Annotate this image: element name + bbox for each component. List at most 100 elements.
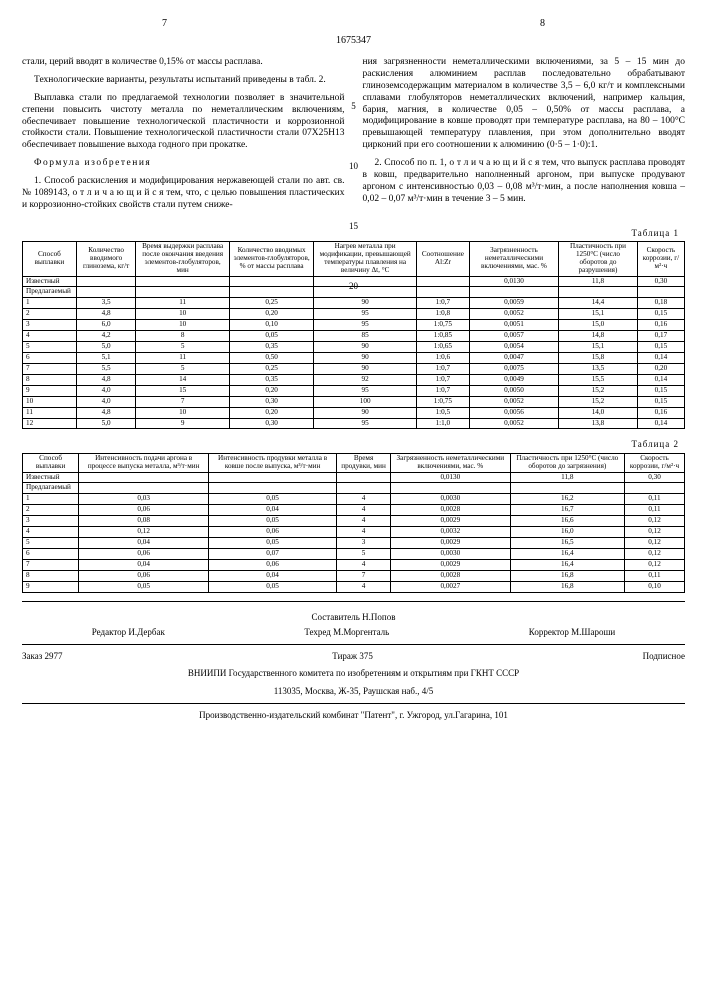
cell: 92	[314, 374, 417, 385]
cell: 8	[23, 570, 79, 581]
cell: 0,10	[625, 581, 685, 592]
cell: 0,0030	[391, 494, 511, 505]
cell: 4	[23, 331, 77, 342]
cell: 3	[337, 538, 391, 549]
cell	[469, 287, 558, 298]
cell: 9	[136, 418, 229, 429]
cell: 16,6	[510, 516, 624, 527]
cell: 0,10	[229, 320, 313, 331]
cell: 13,8	[559, 418, 638, 429]
cell: 4	[23, 527, 79, 538]
cell: 4	[337, 581, 391, 592]
cell: 3	[23, 320, 77, 331]
cell: 0,16	[637, 320, 684, 331]
line-num-5: 5	[347, 101, 361, 112]
cell: 11	[23, 407, 77, 418]
techred: Техред М.Моргенталь	[304, 627, 389, 638]
table-row: 20,060,0440,002816,70,11	[23, 505, 685, 516]
cell: 0,11	[625, 494, 685, 505]
table-row: 70,040,0640,002916,40,12	[23, 559, 685, 570]
cell: 10	[136, 407, 229, 418]
cell: 16,4	[510, 549, 624, 560]
cell: 0,0028	[391, 505, 511, 516]
table-row: 50,040,0530,002916,50,12	[23, 538, 685, 549]
cell: 0,15	[637, 385, 684, 396]
cell: 14,0	[559, 407, 638, 418]
divider	[22, 601, 685, 602]
cell: 100	[314, 396, 417, 407]
cell: 6	[23, 549, 79, 560]
left-p4: 1. Способ раскисления и модифицирования …	[22, 176, 345, 212]
cell: 14	[136, 374, 229, 385]
cell: 1:0,6	[417, 353, 470, 364]
cell: 0,03	[79, 494, 209, 505]
cell: 8	[23, 374, 77, 385]
col-header: Скорость коррозии, г/м²·ч	[625, 453, 685, 472]
cell: 0,35	[229, 374, 313, 385]
cell: 1:1,0	[417, 418, 470, 429]
cell: 16,4	[510, 559, 624, 570]
cell: 0,14	[637, 353, 684, 364]
cell: 1:0,65	[417, 342, 470, 353]
cell: 7	[23, 559, 79, 570]
cell: 0,14	[637, 418, 684, 429]
cell	[510, 483, 624, 494]
cell: 15,5	[559, 374, 638, 385]
cell: 95	[314, 385, 417, 396]
cell: 0,04	[79, 559, 209, 570]
cell: 0,12	[625, 527, 685, 538]
cell: 3	[23, 516, 79, 527]
cell: 0,0052	[469, 396, 558, 407]
cell: 5,5	[76, 363, 136, 374]
cell: 5	[136, 363, 229, 374]
cell: 0,0130	[391, 472, 511, 483]
cell	[314, 276, 417, 287]
right-p2: 2. Способ по п. 1, о т л и ч а ю щ и й с…	[363, 158, 686, 206]
cell: 4	[337, 527, 391, 538]
cell: 16,8	[510, 581, 624, 592]
cell	[314, 287, 417, 298]
cell: 4,8	[76, 407, 136, 418]
cell	[417, 287, 470, 298]
cell: 4	[337, 559, 391, 570]
cell: 1:0,8	[417, 309, 470, 320]
cell: 15,2	[559, 396, 638, 407]
table-row: 90,050,0540,002716,80,10	[23, 581, 685, 592]
cell: 4	[337, 505, 391, 516]
cell	[209, 483, 337, 494]
cell: 4,8	[76, 309, 136, 320]
col-header: Количество вводимых элементов-глобулятор…	[229, 241, 313, 276]
cell: 0,0028	[391, 570, 511, 581]
cell	[76, 276, 136, 287]
cell	[136, 276, 229, 287]
cell: 0,12	[625, 538, 685, 549]
cell: 85	[314, 331, 417, 342]
table-row: 60,060,0750,003016,40,12	[23, 549, 685, 560]
cell: 5,1	[76, 353, 136, 364]
cell: 90	[314, 342, 417, 353]
table-row: 104,070,301001:0,750,005215,20,15	[23, 396, 685, 407]
cell: 0,0047	[469, 353, 558, 364]
table-row: 30,080,0540,002916,60,12	[23, 516, 685, 527]
cell: 0,0029	[391, 516, 511, 527]
table-row: 10,030,0540,003016,20,11	[23, 494, 685, 505]
cell: Предлагаемый	[23, 287, 77, 298]
cell: 0,08	[79, 516, 209, 527]
cell: 0,0052	[469, 309, 558, 320]
cell: 15,1	[559, 309, 638, 320]
cell: 16,2	[510, 494, 624, 505]
table-row: 36,0100,10951:0,750,005115,00,16	[23, 320, 685, 331]
cell: 16,8	[510, 570, 624, 581]
cell: 0,06	[79, 549, 209, 560]
col-header: Время выдержки расплава после окончания …	[136, 241, 229, 276]
cell: 10	[23, 396, 77, 407]
cell	[79, 483, 209, 494]
cell: 16,5	[510, 538, 624, 549]
cell: 0,0030	[391, 549, 511, 560]
editor: Редактор И.Дербак	[92, 627, 165, 638]
cell: 0,15	[637, 342, 684, 353]
cell: 16,0	[510, 527, 624, 538]
cell: 0,0052	[469, 418, 558, 429]
cell: 10	[136, 320, 229, 331]
cell: 7	[23, 363, 77, 374]
